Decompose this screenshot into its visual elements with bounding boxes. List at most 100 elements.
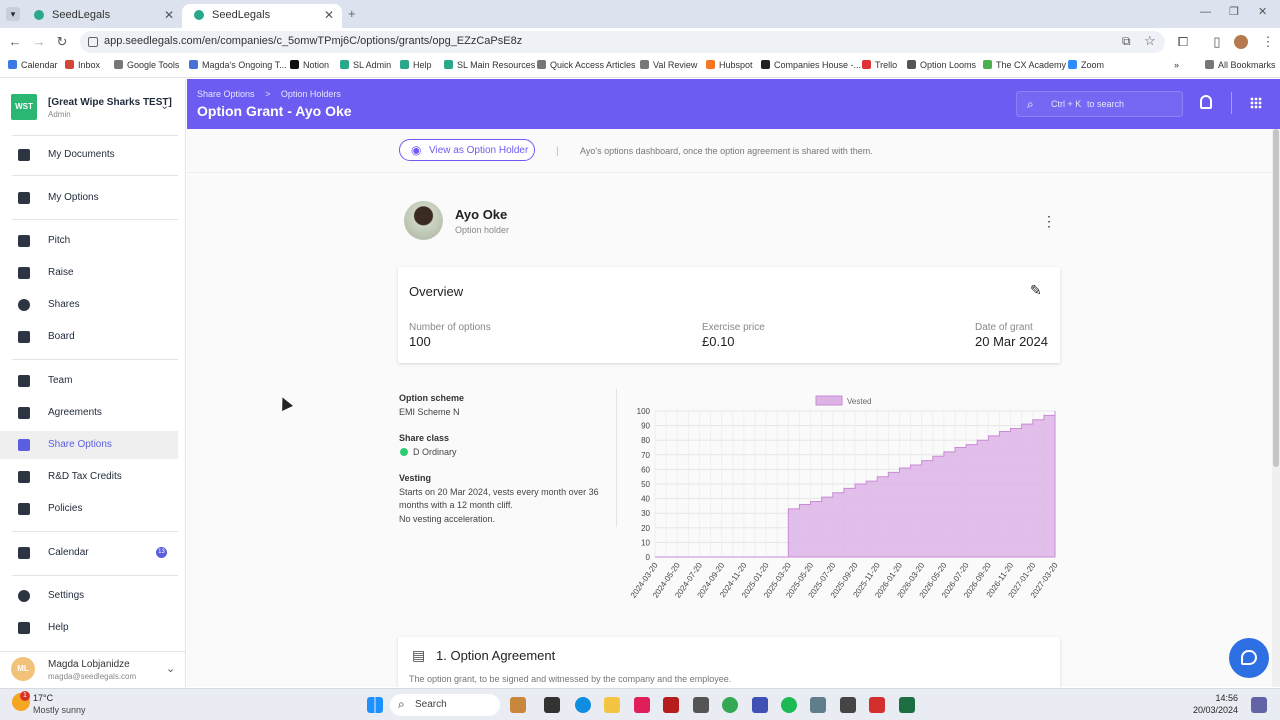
new-tab-icon[interactable]: +: [348, 6, 356, 21]
sidebar-item-settings[interactable]: Settings: [0, 582, 178, 610]
excel-icon[interactable]: [899, 697, 915, 713]
sidebar-item-rd-tax-credits[interactable]: R&D Tax Credits: [0, 463, 178, 491]
chevron-down-icon[interactable]: ⌄: [166, 663, 176, 675]
book-icon: [18, 503, 30, 515]
avatar: [404, 201, 443, 240]
date-of-grant-value: 20 Mar 2024: [975, 334, 1048, 349]
page-title: Option Grant - Ayo Oke: [197, 103, 352, 119]
breadcrumb-option-holders[interactable]: Option Holders: [280, 89, 341, 99]
sidebar-item-my-documents[interactable]: My Documents: [0, 141, 178, 169]
agreement-title: 1. Option Agreement: [436, 648, 556, 663]
taskbar-search[interactable]: ⌕ Search: [390, 694, 500, 716]
agreement-subtitle: The option grant, to be signed and witne…: [409, 674, 732, 684]
taskbar-app-icon[interactable]: [840, 697, 856, 713]
cast-icon[interactable]: ⧉: [1122, 34, 1131, 48]
option-agreement-card: ▤ 1. Option Agreement The option grant, …: [398, 637, 1060, 687]
snipping-tool-icon[interactable]: [693, 697, 709, 713]
y-tick-label: 100: [637, 407, 651, 416]
profile-avatar[interactable]: [1234, 35, 1248, 49]
chrome-icon[interactable]: [722, 697, 738, 713]
close-tab-icon[interactable]: ✕: [323, 8, 334, 22]
sidebar-item-team[interactable]: Team: [0, 367, 178, 395]
mcafee-icon[interactable]: [663, 697, 679, 713]
sidebar-item-share-options[interactable]: Share Options: [0, 431, 178, 459]
bookmark-item[interactable]: Val Review: [640, 60, 697, 70]
windows-start-icon[interactable]: [367, 697, 383, 713]
bookmark-item[interactable]: Zoom: [1068, 60, 1104, 70]
scrollbar-thumb[interactable]: [1273, 129, 1279, 467]
bookmark-item[interactable]: SL Admin: [340, 60, 391, 70]
menu-kebab-icon[interactable]: ⋮: [1261, 34, 1275, 49]
copilot-icon[interactable]: [1251, 697, 1267, 713]
bookmark-star-icon[interactable]: ☆: [1144, 33, 1156, 48]
bookmark-item[interactable]: Notion: [290, 60, 329, 70]
all-bookmarks[interactable]: All Bookmarks: [1205, 60, 1276, 70]
clock-time: 14:56: [1215, 693, 1238, 703]
search-input[interactable]: ⌕ Ctrl + K to search: [1016, 91, 1183, 117]
notification-bell-icon[interactable]: [1200, 95, 1212, 109]
sidebar-item-board[interactable]: Board: [0, 323, 178, 351]
user-menu[interactable]: ML Magda Lobjanidze magda@seedlegals.com…: [0, 652, 186, 687]
edge-browser-icon[interactable]: [575, 697, 591, 713]
bookmark-item[interactable]: Option Looms: [907, 60, 976, 70]
sidebar-item-raise[interactable]: Raise: [0, 259, 178, 287]
bookmark-item[interactable]: Inbox: [65, 60, 100, 70]
seedlegals-favicon-icon: [34, 10, 44, 20]
chevron-down-icon[interactable]: ⌄: [160, 100, 170, 112]
minimize-icon[interactable]: —: [1200, 6, 1211, 18]
bookmark-item[interactable]: Help: [400, 60, 432, 70]
vesting-line: months with a 12 month cliff.: [399, 500, 513, 510]
apps-grid-icon[interactable]: [1250, 97, 1262, 109]
taskbar-app-icon[interactable]: [752, 697, 768, 713]
maximize-icon[interactable]: ❐: [1229, 6, 1239, 18]
back-icon[interactable]: ←: [8, 34, 22, 49]
task-view-icon[interactable]: [544, 697, 560, 713]
side-panel-icon[interactable]: ▯: [1213, 34, 1221, 49]
sidebar-item-shares[interactable]: Shares: [0, 291, 178, 319]
reload-icon[interactable]: ↻: [56, 34, 68, 49]
more-options-icon[interactable]: ⋮: [1042, 213, 1056, 229]
bookmark-item[interactable]: Google Tools: [114, 60, 179, 70]
slack-icon[interactable]: [634, 697, 650, 713]
extensions-icon[interactable]: ⧠: [1177, 34, 1189, 49]
edit-pencil-icon[interactable]: ✎: [1030, 282, 1042, 298]
bookmark-item[interactable]: Hubspot: [706, 60, 753, 70]
vesting-line: Starts on 20 Mar 2024, vests every month…: [399, 487, 599, 497]
bookmark-item[interactable]: Calendar: [8, 60, 58, 70]
address-bar[interactable]: app.seedlegals.com/en/companies/c_5omwTP…: [80, 31, 1165, 53]
sidebar-item-pitch[interactable]: Pitch: [0, 227, 178, 255]
browser-tab-active[interactable]: SeedLegals ✕: [182, 4, 342, 28]
bookmark-item[interactable]: The CX Academy: [983, 60, 1066, 70]
acrobat-icon[interactable]: [869, 697, 885, 713]
tab-list-chevron-icon[interactable]: ▾: [6, 7, 20, 21]
company-switcher[interactable]: WST [Great Wipe Sharks TEST] Admin ⌄: [0, 79, 186, 135]
breadcrumb-share-options[interactable]: Share Options: [197, 89, 255, 99]
view-as-option-holder-button[interactable]: ◉ View as Option Holder: [399, 139, 535, 161]
site-info-icon[interactable]: [88, 37, 98, 47]
browser-tab[interactable]: SeedLegals ✕: [22, 4, 182, 28]
breadcrumb-separator: >: [265, 89, 271, 99]
bookmark-item[interactable]: Quick Access Articles: [537, 60, 636, 70]
people-icon: [18, 331, 30, 343]
spotify-icon[interactable]: [781, 697, 797, 713]
close-tab-icon[interactable]: ✕: [163, 8, 174, 22]
file-explorer-icon[interactable]: [604, 697, 620, 713]
close-window-icon[interactable]: ✕: [1258, 6, 1268, 18]
sidebar-item-my-options[interactable]: My Options: [0, 184, 178, 212]
legend-swatch: [815, 395, 843, 406]
tab-title: SeedLegals: [212, 9, 271, 21]
forward-icon[interactable]: →: [32, 34, 46, 49]
sidebar-item-agreements[interactable]: Agreements: [0, 399, 178, 427]
taskbar-app-icon[interactable]: [510, 697, 526, 713]
bookmark-item[interactable]: Companies House -...: [761, 60, 861, 70]
sidebar-item-calendar[interactable]: Calendar 13: [0, 539, 178, 567]
more-bookmarks-icon[interactable]: »: [1174, 60, 1180, 70]
calculator-icon[interactable]: [810, 697, 826, 713]
scrollbar[interactable]: [1272, 129, 1280, 687]
bookmark-item[interactable]: SL Main Resources: [444, 60, 535, 70]
sidebar-item-help[interactable]: Help: [0, 614, 178, 642]
bookmark-item[interactable]: Magda's Ongoing T...: [189, 60, 287, 70]
chat-support-button[interactable]: [1229, 638, 1269, 678]
bookmark-item[interactable]: Trello: [862, 60, 897, 70]
sidebar-item-policies[interactable]: Policies: [0, 495, 178, 523]
